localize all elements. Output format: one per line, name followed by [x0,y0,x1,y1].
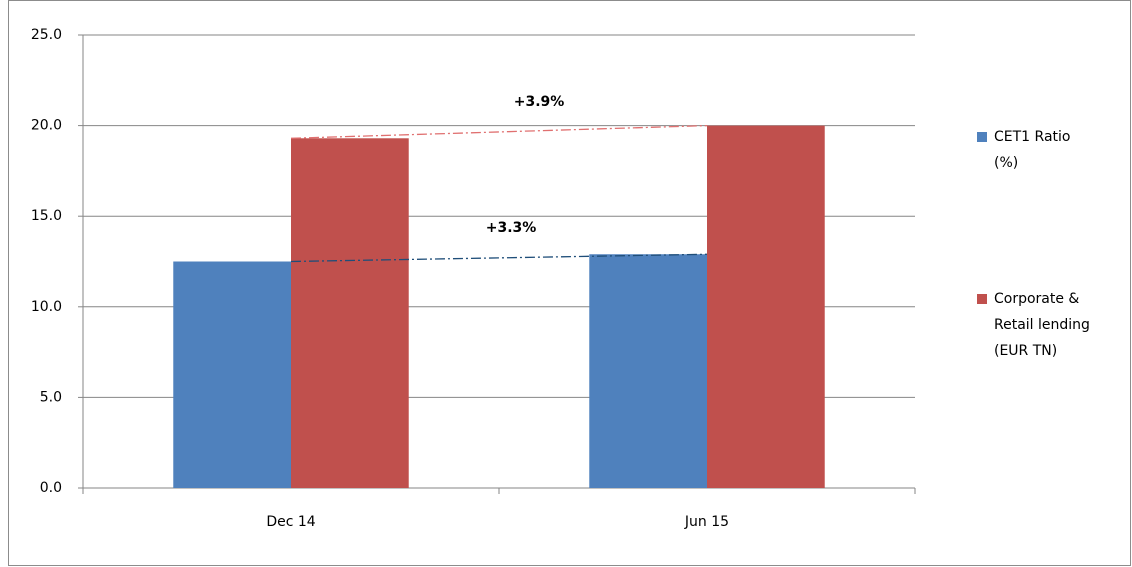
y-tick-label: 20.0 [31,118,62,134]
chart-frame [8,0,1131,566]
x-tick-label: Jun 15 [684,514,729,530]
annotation: +3.9% [514,94,565,110]
bar [707,125,825,488]
legend-label: CET1 Ratio (%) [994,129,1071,171]
y-tick-label: 25.0 [31,27,62,43]
trend-line [290,124,708,139]
legend-swatch [977,294,987,304]
x-tick-label: Dec 14 [266,514,315,530]
bar [173,261,291,488]
bar [589,254,707,488]
y-tick-label: 15.0 [31,208,62,224]
y-tick-label: 5.0 [40,389,62,405]
annotation: +3.3% [486,220,537,236]
trend-line [290,253,708,263]
bar [291,138,409,488]
legend-label: Corporate & Retail lending (EUR TN) [994,291,1090,359]
legend-swatch [977,132,987,142]
y-tick-label: 0.0 [40,480,62,496]
y-tick-label: 10.0 [31,299,62,315]
